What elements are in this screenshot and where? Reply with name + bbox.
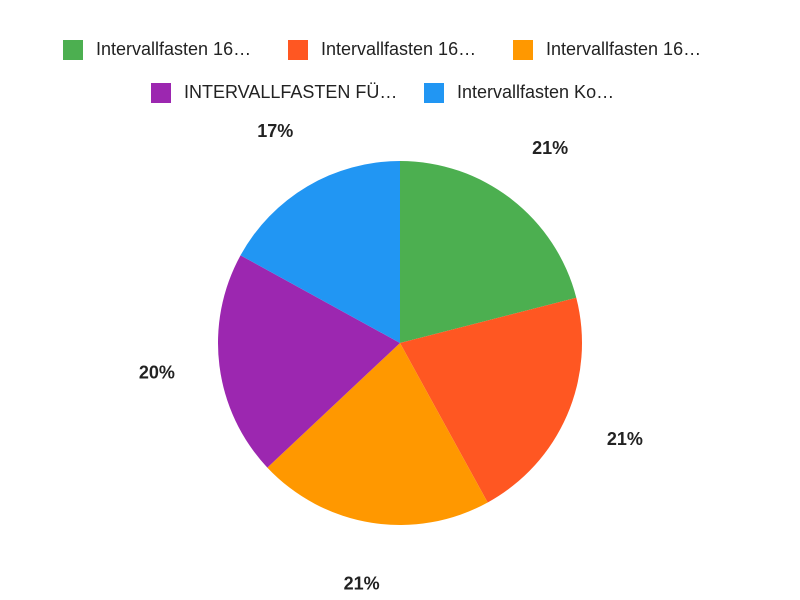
value-label: 21% bbox=[607, 429, 643, 449]
legend-swatch bbox=[151, 83, 171, 103]
legend-swatch bbox=[288, 40, 308, 60]
pie-slice bbox=[267, 343, 488, 525]
legend-label: Intervallfasten 16… bbox=[321, 39, 476, 59]
legend-label: INTERVALLFASTEN FÜ… bbox=[184, 82, 397, 102]
pie-slice bbox=[240, 161, 400, 343]
value-label: 21% bbox=[344, 574, 380, 594]
pie-slice bbox=[400, 161, 577, 343]
pie-slice bbox=[217, 255, 400, 468]
legend-label: Intervallfasten Ko… bbox=[457, 82, 614, 102]
legend-swatch bbox=[63, 40, 83, 60]
legend-label: Intervallfasten 16… bbox=[96, 39, 251, 59]
value-label: 20% bbox=[139, 362, 175, 382]
legend-swatch bbox=[513, 40, 533, 60]
legend-label: Intervallfasten 16… bbox=[546, 39, 701, 59]
pie-slice bbox=[400, 297, 582, 503]
value-label: 17% bbox=[257, 121, 293, 141]
value-label: 21% bbox=[532, 138, 568, 158]
legend-swatch bbox=[424, 83, 444, 103]
